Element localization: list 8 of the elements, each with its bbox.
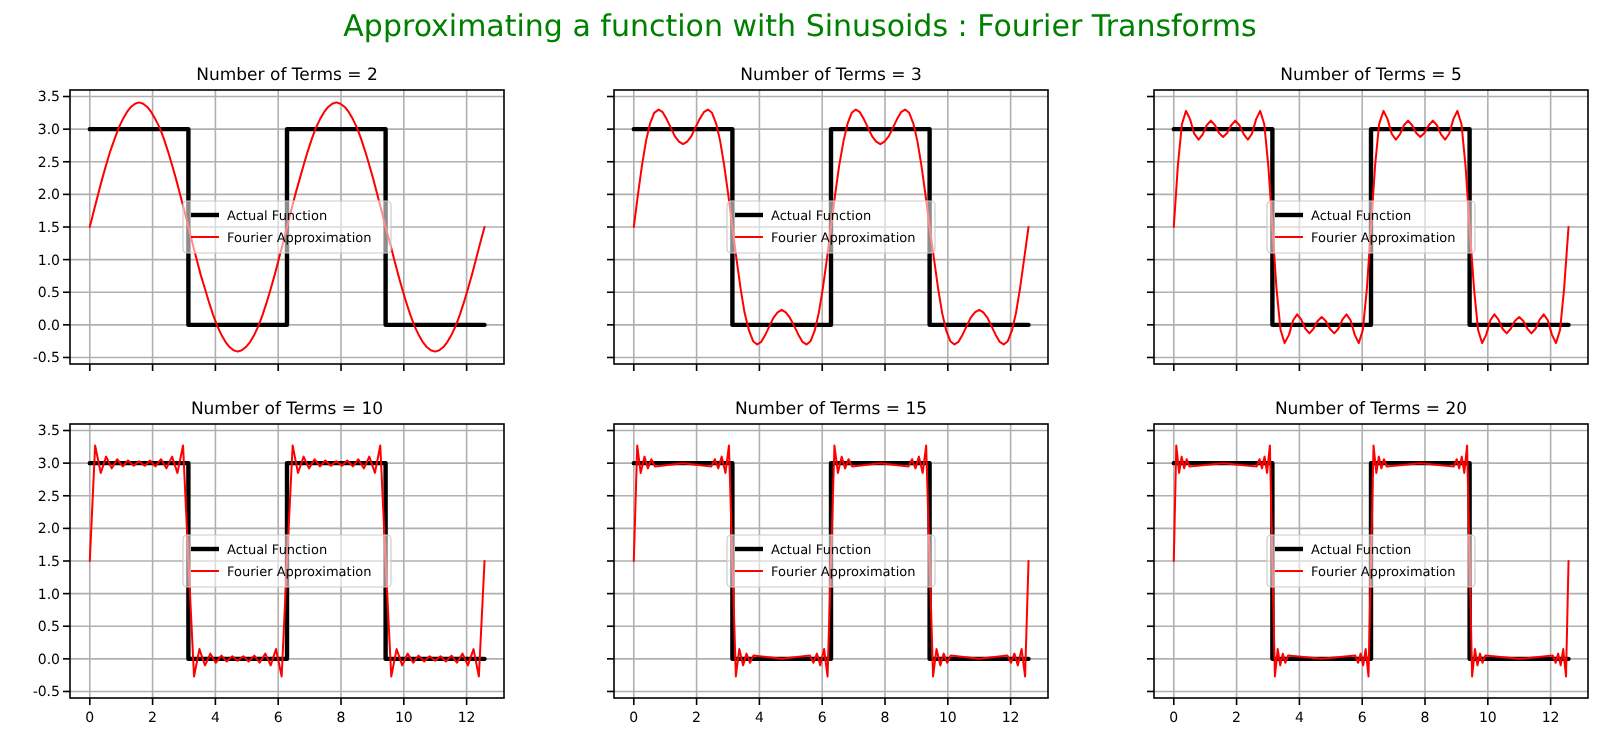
chart-title: Number of Terms = 10 bbox=[190, 400, 384, 420]
chart-title: Number of Terms = 15 bbox=[734, 400, 928, 420]
chart-title: Number of Terms = 2 bbox=[196, 66, 378, 86]
chart-title: Number of Terms = 20 bbox=[1274, 400, 1468, 420]
chart-title: Number of Terms = 5 bbox=[1280, 66, 1462, 86]
chart-title: Number of Terms = 3 bbox=[740, 66, 922, 86]
line-series bbox=[88, 101, 486, 353]
text: Approximating a function with Sinusoids : Fourier Transforms bbox=[343, 8, 1257, 44]
